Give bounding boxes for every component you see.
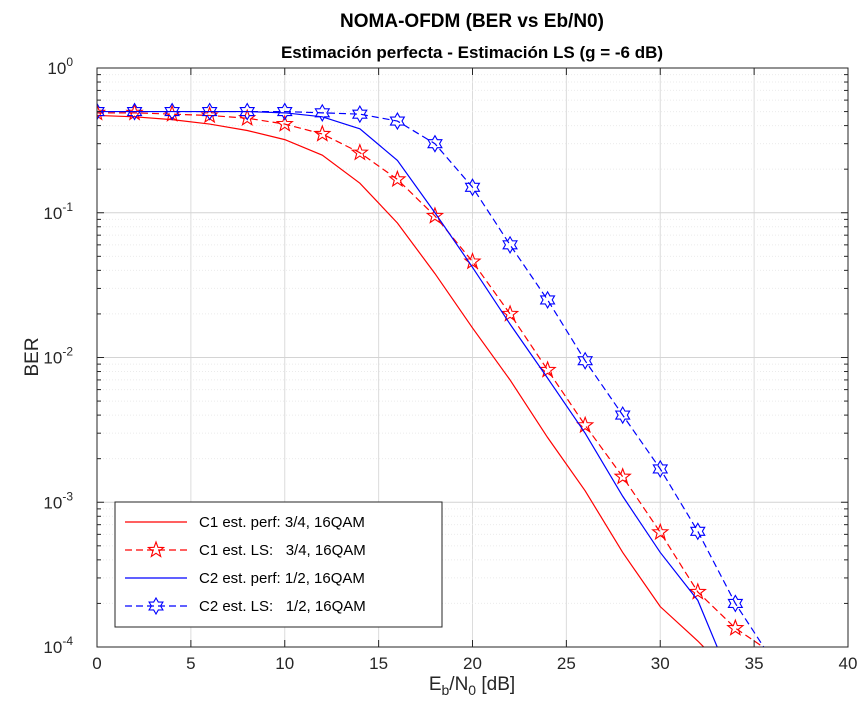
data-point-marker: [275, 114, 294, 132]
x-tick-label: 40: [839, 654, 858, 673]
x-tick-label: 5: [186, 654, 195, 673]
x-tick-label: 0: [92, 654, 101, 673]
data-point-marker: [500, 304, 520, 322]
data-point-marker: [313, 124, 332, 142]
legend-label: C1 est. LS: 3/4, 16QAM: [199, 542, 366, 559]
data-point-marker: [389, 111, 406, 131]
data-point-marker: [688, 582, 707, 600]
data-point-marker: [425, 206, 445, 224]
series-1: [97, 114, 705, 647]
x-tick-label: 10: [275, 654, 294, 673]
y-tick-label: 100: [47, 55, 73, 78]
data-point-marker: [427, 134, 443, 153]
x-tick-label: 30: [651, 654, 670, 673]
data-point-marker: [164, 102, 180, 121]
x-tick-label: 20: [463, 654, 482, 673]
data-point-marker: [350, 143, 369, 161]
data-point-marker: [314, 103, 331, 122]
data-point-marker: [388, 169, 407, 188]
legend: C1 est. perf: 3/4, 16QAM C1 est. LS: 3/4,…: [114, 501, 443, 628]
series-line-4: [97, 110, 765, 647]
data-point-marker: [276, 102, 293, 121]
data-point-marker: [652, 459, 669, 478]
data-point-marker: [201, 102, 218, 121]
data-point-marker: [727, 594, 744, 613]
data-point-marker: [126, 102, 143, 121]
data-point-marker: [464, 178, 481, 197]
data-point-marker: [97, 102, 105, 121]
legend-label: C1 est. perf: 3/4, 16QAM: [199, 514, 365, 531]
data-point-marker: [351, 105, 368, 124]
data-point-marker: [539, 290, 556, 310]
legend-label: C2 est. perf: 1/2, 16QAM: [199, 570, 365, 587]
series-line-3: [97, 110, 718, 647]
x-tick-label: 15: [369, 654, 388, 673]
y-tick-label: 10-3: [43, 489, 73, 512]
series-line-1: [97, 114, 705, 647]
legend-entry-4: C2 est. LS: 1/2, 16QAM: [125, 596, 366, 616]
data-point-marker: [576, 415, 595, 434]
y-axis-label: BER: [22, 337, 43, 376]
chart-title: NOMA-OFDM (BER vs Eb/N0): [340, 11, 604, 32]
x-tick-label: 25: [557, 654, 576, 673]
legend-label: C2 est. LS: 1/2, 16QAM: [199, 598, 366, 615]
axis-ticks: 0 5 10 15 20 25 30 35 40 100 10-1 10-2 10-3 10-4: [43, 55, 857, 673]
data-point-marker: [651, 522, 670, 541]
series-line-2: [97, 112, 765, 647]
data-point-marker: [577, 351, 594, 370]
x-axis-label: Eb/N0 [dB]: [429, 674, 515, 698]
chart-subtitle: Estimación perfecta - Estimación LS (g =…: [281, 43, 663, 62]
data-point-marker: [614, 405, 631, 425]
data-point-marker: [502, 235, 518, 254]
data-point-marker: [239, 102, 256, 121]
data-point-marker: [689, 522, 706, 541]
legend-entry-1: C1 est. perf: 3/4, 16QAM: [125, 514, 365, 531]
data-point-marker: [613, 467, 632, 485]
y-tick-label: 10-2: [43, 345, 73, 368]
series-layer: [97, 102, 765, 647]
legend-marker: [146, 540, 166, 558]
y-tick-label: 10-1: [43, 200, 73, 223]
legend-entry-2: C1 est. LS: 3/4, 16QAM: [125, 540, 366, 559]
y-tick-label: 10-4: [43, 634, 73, 657]
legend-entry-3: C2 est. perf: 1/2, 16QAM: [125, 570, 365, 587]
legend-marker: [148, 596, 164, 616]
data-point-marker: [726, 618, 745, 636]
x-tick-label: 35: [745, 654, 764, 673]
series-4: [97, 102, 765, 647]
grid: [97, 68, 848, 647]
series-3: [97, 110, 718, 647]
data-point-marker: [538, 360, 557, 378]
